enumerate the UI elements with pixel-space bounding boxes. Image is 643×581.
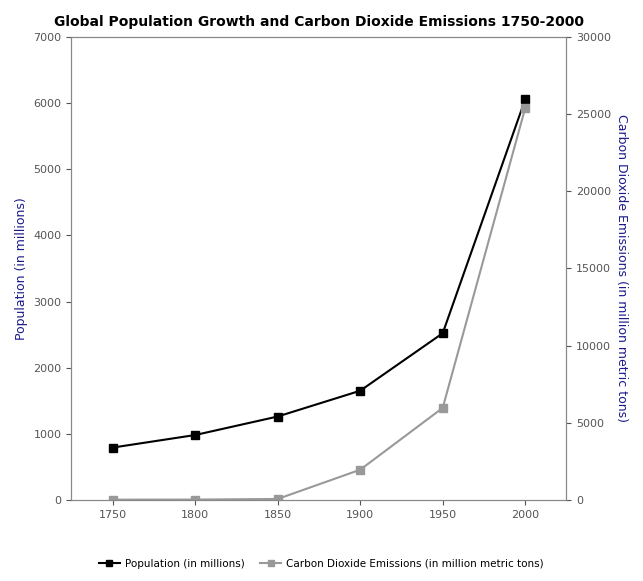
Legend: Population (in millions), Carbon Dioxide Emissions (in million metric tons): Population (in millions), Carbon Dioxide… [95,554,548,573]
Title: Global Population Growth and Carbon Dioxide Emissions 1750-2000: Global Population Growth and Carbon Diox… [54,15,584,29]
Population (in millions) [356,388,364,394]
Carbon Dioxide Emissions (in million metric tons) [439,404,447,411]
Population (in millions) [192,432,199,439]
Carbon Dioxide Emissions (in million metric tons) [274,496,282,503]
Population (in millions) [109,444,116,451]
Carbon Dioxide Emissions (in million metric tons) [521,105,529,112]
Carbon Dioxide Emissions (in million metric tons) [192,496,199,503]
Line: Carbon Dioxide Emissions (in million metric tons): Carbon Dioxide Emissions (in million met… [109,104,529,504]
Carbon Dioxide Emissions (in million metric tons) [356,466,364,473]
Line: Population (in millions): Population (in millions) [109,95,529,452]
Y-axis label: Carbon Dioxide Emissions (in million metric tons): Carbon Dioxide Emissions (in million met… [615,114,628,422]
Population (in millions) [521,96,529,103]
Carbon Dioxide Emissions (in million metric tons) [109,496,116,503]
Y-axis label: Population (in millions): Population (in millions) [15,197,28,340]
Population (in millions) [439,330,447,337]
Population (in millions) [274,413,282,420]
